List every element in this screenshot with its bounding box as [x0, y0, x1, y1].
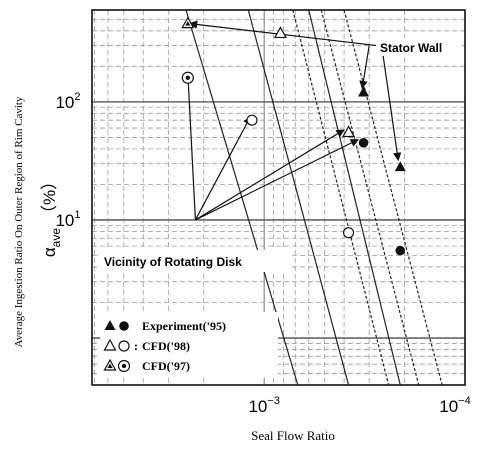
- dashed-trend-line: [292, 9, 390, 386]
- annotation-arrow: [194, 115, 252, 221]
- data-point-filled-circle: [395, 245, 406, 256]
- legend-marker-dotted-triangle: [103, 358, 117, 371]
- annotation-arrow: [195, 138, 360, 221]
- x-tick-labels: 10−3 10−4: [248, 395, 470, 416]
- x-axis-label: Seal Flow Ratio: [251, 428, 335, 443]
- legend-marker-filled-circle: [119, 321, 129, 331]
- data-points: [181, 16, 406, 256]
- plot-frame: [91, 9, 466, 386]
- data-point-filled-triangle: [394, 161, 406, 172]
- solid-trend-line: [308, 9, 401, 386]
- legend-marker-filled-triangle: [104, 320, 116, 330]
- y-label-unit: （%）: [40, 173, 59, 222]
- data-point-filled-circle: [358, 138, 369, 148]
- annotation-stator-wall: Stator Wall: [376, 38, 462, 56]
- y-label-alpha: α: [40, 247, 59, 257]
- annotation-arrow: [195, 129, 345, 221]
- annotation-box: [100, 250, 292, 272]
- annotation-arrow: [381, 45, 402, 162]
- data-point-filled-triangle: [358, 86, 370, 97]
- dashed-trend-line: [320, 9, 420, 386]
- annotation-arrows: [184, 20, 402, 221]
- y-label-sub: ave: [49, 228, 63, 248]
- x-tick-label: 10−3: [248, 395, 279, 416]
- legend: Experiment('95): CFD('98) CFD('97): [100, 312, 278, 378]
- legend-label: CFD('98): [142, 339, 190, 353]
- data-point-open-triangle: [273, 26, 287, 39]
- data-point-open-triangle: [342, 125, 356, 138]
- svg-text:αave（%）: αave （%）: [40, 173, 63, 257]
- y-axis-label-outer: Average Ingestion Ratio On Outer Region …: [13, 96, 25, 347]
- data-point-open-circle: [246, 114, 258, 126]
- y-axis-label-inner: αave （%）: [40, 173, 63, 257]
- x-tick-label: 10−4: [439, 395, 470, 416]
- legend-label: Experiment('95): [142, 319, 226, 333]
- annotation-vicinity-text: Vicinity of Rotating Disk: [104, 255, 242, 269]
- solid-trend-line: [247, 9, 350, 386]
- y-tick-labels: 101 102: [55, 91, 80, 230]
- annotation-stator-wall-text: Stator Wall: [380, 41, 442, 55]
- annotation-arrow: [359, 45, 370, 90]
- data-point-dotted-circle: [181, 71, 194, 84]
- y-tick-label: 102: [55, 91, 80, 112]
- annotation-arrow: [184, 72, 197, 220]
- annotation-box: [376, 38, 462, 56]
- legend-label: CFD('97): [142, 359, 190, 373]
- legend-marker-open-circle: [118, 340, 130, 352]
- legend-marker-dotted-circle: [117, 359, 131, 373]
- y-tick-label: 101: [55, 209, 80, 230]
- annotation-vicinity: Vicinity of Rotating Disk: [100, 250, 292, 272]
- legend-marker-open-triangle: [103, 338, 117, 351]
- legend-prefix: :: [134, 339, 138, 353]
- data-point-dotted-triangle: [181, 16, 195, 29]
- data-point-open-circle: [342, 227, 355, 239]
